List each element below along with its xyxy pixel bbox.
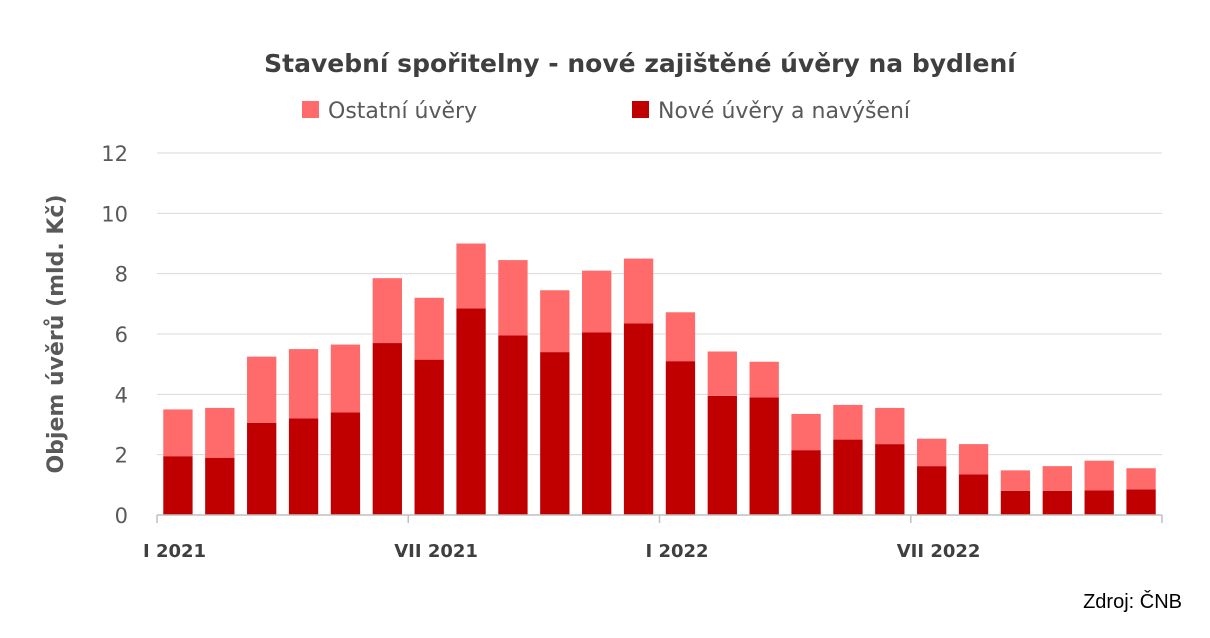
bar-nove-uvery	[414, 359, 444, 515]
y-tick-label: 12	[101, 142, 128, 166]
bar-nove-uvery	[372, 343, 402, 515]
gridlines	[157, 152, 1162, 456]
bar-ostatni-uvery	[1042, 466, 1072, 491]
bar-ostatni-uvery	[707, 351, 737, 396]
y-tick-label: 6	[115, 323, 128, 347]
y-tick-label: 8	[115, 263, 128, 287]
bars	[163, 243, 1156, 515]
bar-nove-uvery	[1042, 490, 1072, 515]
bar-nove-uvery	[582, 332, 612, 515]
bar-ostatni-uvery	[498, 260, 528, 336]
bar-ostatni-uvery	[875, 407, 905, 445]
bar-nove-uvery	[791, 450, 821, 515]
legend-label-nove-uvery: Nové úvěry a navýšení	[658, 99, 911, 124]
bar-ostatni-uvery	[958, 444, 989, 475]
bar-nove-uvery	[917, 466, 947, 515]
bar-nove-uvery	[1000, 490, 1031, 515]
bar-nove-uvery	[875, 444, 905, 515]
bar-nove-uvery	[288, 418, 319, 515]
y-axis-label: Objem úvěrů (mld. Kč)	[44, 194, 69, 473]
y-tick-label: 10	[101, 202, 128, 226]
bar-nove-uvery	[958, 474, 989, 515]
bar-nove-uvery	[205, 457, 235, 515]
legend-swatch-ostatni-uvery	[302, 101, 319, 118]
bar-nove-uvery	[330, 412, 361, 515]
x-tick-label: VII 2021	[394, 541, 478, 562]
bar-nove-uvery	[707, 395, 737, 515]
y-axis-ticks: 0 2 4 6 8 10 12	[101, 142, 128, 528]
bar-ostatni-uvery	[623, 258, 654, 324]
bar-nove-uvery	[1126, 489, 1156, 515]
bar-ostatni-uvery	[917, 438, 947, 467]
bar-ostatni-uvery	[1084, 460, 1114, 491]
bar-nove-uvery	[540, 352, 570, 515]
bar-ostatni-uvery	[414, 297, 444, 360]
bar-ostatni-uvery	[372, 278, 402, 344]
legend: Ostatní úvěry Nové úvěry a navýšení	[302, 99, 911, 124]
legend-label-ostatni-uvery: Ostatní úvěry	[328, 99, 477, 124]
y-tick-label: 2	[115, 444, 128, 468]
bar-nove-uvery	[665, 361, 696, 515]
bar-nove-uvery	[749, 397, 779, 515]
x-axis: I 2021 VII 2021 I 2022 VII 2022	[143, 514, 1163, 562]
bar-ostatni-uvery	[456, 243, 486, 309]
source-note: Zdroj: ČNB	[1083, 590, 1182, 613]
bar-nove-uvery	[247, 422, 277, 515]
bar-ostatni-uvery	[1000, 470, 1031, 491]
bar-ostatni-uvery	[791, 413, 821, 451]
bar-ostatni-uvery	[205, 407, 235, 458]
bar-ostatni-uvery	[582, 270, 612, 333]
bar-nove-uvery	[163, 456, 193, 515]
bar-nove-uvery	[1084, 490, 1114, 515]
x-tick-label: VII 2022	[897, 541, 981, 562]
bar-ostatni-uvery	[330, 344, 361, 413]
x-tick-label: I 2022	[646, 541, 709, 562]
legend-swatch-nove-uvery	[632, 101, 649, 118]
y-tick-label: 4	[115, 383, 128, 407]
bar-ostatni-uvery	[833, 404, 863, 440]
bar-ostatni-uvery	[1126, 468, 1156, 490]
bar-ostatni-uvery	[665, 312, 696, 362]
bar-ostatni-uvery	[288, 349, 319, 419]
bar-ostatni-uvery	[749, 361, 779, 398]
bar-nove-uvery	[498, 335, 528, 515]
chart-title: Stavební spořitelny - nové zajištěné úvě…	[264, 49, 1017, 78]
bar-ostatni-uvery	[247, 356, 277, 423]
bar-nove-uvery	[623, 323, 654, 515]
bar-ostatni-uvery	[540, 290, 570, 353]
bar-nove-uvery	[456, 308, 486, 515]
bar-ostatni-uvery	[163, 409, 193, 457]
x-tick-label: I 2021	[143, 541, 206, 562]
bar-nove-uvery	[833, 439, 863, 515]
y-tick-label: 0	[115, 504, 128, 528]
